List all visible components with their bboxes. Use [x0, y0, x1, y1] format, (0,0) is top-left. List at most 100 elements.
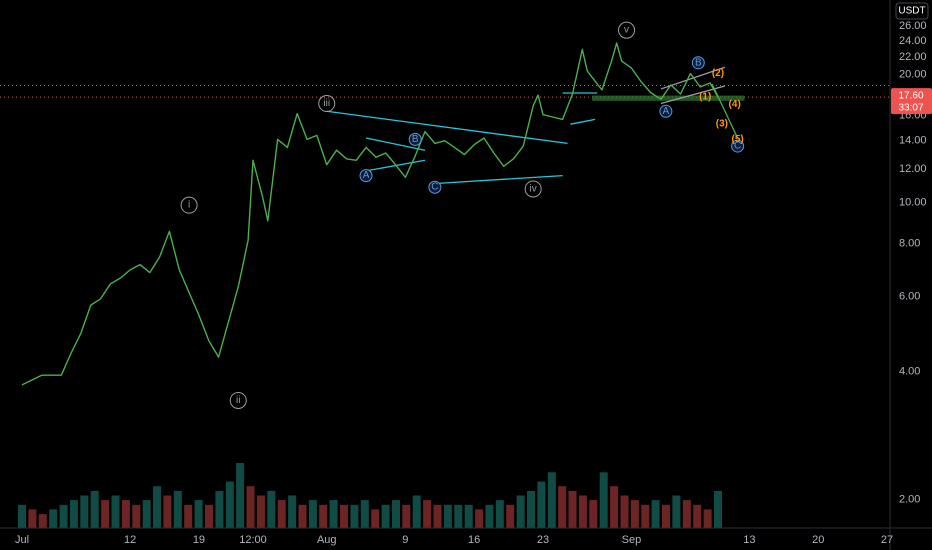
- volume-bar: [184, 504, 193, 528]
- volume-bar: [80, 495, 89, 528]
- volume-bar: [620, 495, 629, 528]
- wave-label-circle: [731, 139, 745, 153]
- wave-label-circle: [691, 56, 705, 70]
- wave-label: B: [691, 56, 705, 70]
- wave-label: (1): [699, 92, 711, 103]
- volume-bar: [402, 504, 411, 528]
- wave-label-text: v: [624, 25, 629, 36]
- support-zone: [592, 95, 745, 101]
- volume-bar: [236, 463, 245, 528]
- y-tick-label: 8.00: [899, 238, 920, 250]
- volume-bar: [568, 490, 577, 528]
- volume-bar: [350, 504, 359, 528]
- volume-bar: [433, 504, 442, 528]
- volume-bar: [90, 490, 99, 528]
- wave-label-circle: [180, 196, 198, 214]
- y-tick-label: 12.00: [899, 163, 927, 175]
- wave-label-text: ii: [236, 395, 240, 406]
- wave-label: (2): [712, 68, 724, 79]
- volume-bar: [662, 504, 670, 528]
- wave-label-text: C: [431, 182, 438, 193]
- volume-bar: [714, 490, 722, 528]
- wave-label-text: i: [188, 200, 190, 211]
- volume-bar: [599, 472, 608, 528]
- wave-label-text: (5): [732, 134, 744, 145]
- volume-bar: [28, 509, 37, 528]
- y-tick-label: 6.00: [899, 291, 920, 303]
- last-price-value: 17.60: [898, 91, 923, 102]
- volume-bar: [101, 500, 110, 528]
- trendline: [326, 110, 568, 144]
- volume-bar: [682, 500, 691, 528]
- volume-bar: [132, 504, 141, 528]
- y-tick-label: 22.00: [899, 51, 927, 63]
- volume-bar: [246, 486, 255, 528]
- wave-label-text: C: [734, 141, 741, 152]
- x-tick-label: Sep: [622, 534, 642, 546]
- x-tick-label: 23: [537, 534, 549, 546]
- x-tick-label: 16: [468, 534, 480, 546]
- currency-badge[interactable]: USDT: [895, 2, 929, 20]
- y-tick-label: 24.00: [899, 35, 927, 47]
- wave-label-circle: [229, 391, 247, 409]
- volume-bar: [454, 504, 463, 528]
- volume-bar: [589, 500, 598, 528]
- y-tick-label: 4.00: [899, 365, 920, 377]
- wave-label-text: iv: [530, 183, 537, 194]
- y-tick-label: 26.00: [899, 20, 927, 32]
- trendline: [365, 137, 426, 151]
- volume-bar: [69, 500, 78, 528]
- volume-bar: [381, 504, 390, 528]
- volume-bar: [693, 504, 702, 528]
- volume-bar: [527, 490, 535, 528]
- volume-bar: [495, 500, 504, 528]
- volume-bar: [142, 500, 151, 528]
- x-tick-label: 12: [124, 534, 136, 546]
- y-tick-label: 2.00: [899, 493, 920, 505]
- wave-label: C: [731, 139, 745, 153]
- volume-bar: [59, 504, 68, 528]
- wave-label-circle: [408, 132, 422, 146]
- volume-bar: [516, 495, 525, 528]
- volume-bar: [256, 495, 265, 528]
- volume-bar: [412, 495, 421, 528]
- volume-bar: [475, 509, 484, 528]
- volume-bar: [651, 500, 660, 528]
- volume-bar: [703, 509, 712, 528]
- wave-label: ii: [229, 391, 247, 409]
- volume-bar: [360, 500, 369, 528]
- wave-label-circle: [659, 104, 673, 118]
- volume-bar: [18, 504, 26, 528]
- volume-bar: [464, 504, 473, 528]
- wave-label: (5): [732, 134, 744, 145]
- wave-label-text: (3): [716, 119, 728, 130]
- volume-bars: [18, 463, 722, 528]
- wave-label: iii: [318, 95, 336, 113]
- last-price-tag-box: [891, 88, 932, 115]
- x-tick-label: 19: [193, 534, 205, 546]
- volume-bar: [308, 500, 317, 528]
- volume-bar: [537, 481, 546, 528]
- volume-bar: [298, 504, 307, 528]
- wave-label-circle: [618, 21, 636, 39]
- volume-bar: [392, 500, 400, 528]
- wave-label-text: A: [363, 170, 370, 181]
- wave-label-text: (1): [699, 92, 711, 103]
- volume-bar: [173, 490, 182, 528]
- volume-bar: [423, 500, 432, 528]
- currency-badge-text: USDT: [898, 6, 925, 17]
- trendline: [570, 118, 596, 125]
- trendline: [429, 174, 563, 185]
- wave-label-circle: [428, 180, 442, 194]
- currency-badge-box: [895, 2, 929, 20]
- volume-bar: [194, 500, 203, 528]
- wave-label-text: iii: [323, 98, 330, 109]
- volume-bar: [443, 504, 452, 528]
- volume-bar: [319, 504, 328, 528]
- volume-bar: [630, 500, 639, 528]
- wave-label-circle: [359, 169, 373, 183]
- volume-bar: [225, 481, 234, 528]
